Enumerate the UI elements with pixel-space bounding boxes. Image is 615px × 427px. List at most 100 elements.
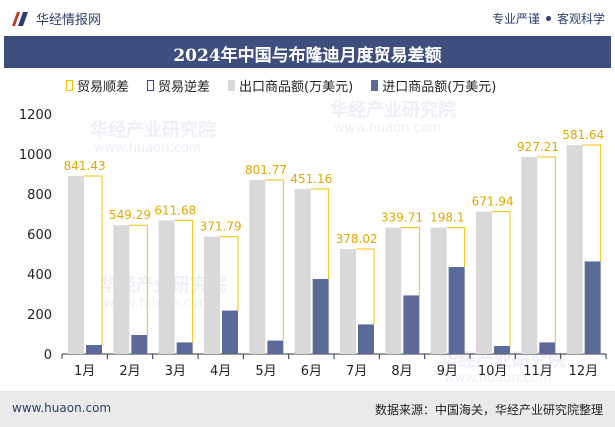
balance-data-label: 581.64 bbox=[562, 128, 604, 142]
x-tick-label: 1月 bbox=[74, 364, 95, 379]
legend-swatch-import bbox=[371, 80, 379, 91]
y-tick-label: 800 bbox=[27, 188, 52, 203]
export-bar bbox=[566, 145, 583, 354]
balance-bracket bbox=[265, 179, 284, 341]
balance-bracket bbox=[84, 175, 103, 345]
import-bar bbox=[131, 335, 148, 354]
export-bar bbox=[476, 211, 492, 354]
balance-bracket bbox=[537, 156, 556, 343]
footer-source: 数据来源：中国海关，华经产业研究院整理 bbox=[374, 403, 603, 417]
balance-data-label: 378.02 bbox=[336, 232, 378, 246]
export-bar bbox=[68, 176, 84, 354]
export-bar bbox=[204, 236, 220, 354]
import-bar bbox=[584, 261, 601, 354]
x-tick-label: 8月 bbox=[391, 364, 412, 379]
watermark-url: www.huaon.com bbox=[104, 296, 211, 311]
x-tick-label: 3月 bbox=[165, 364, 186, 379]
legend-label-surplus: 贸易顺差 bbox=[77, 80, 130, 95]
balance-data-label: 927.21 bbox=[517, 140, 559, 154]
x-tick-label: 10月 bbox=[478, 364, 508, 379]
tagline-left: 专业严谨 bbox=[491, 12, 540, 26]
balance-bracket bbox=[220, 236, 239, 311]
export-bar bbox=[113, 225, 130, 354]
x-tick-label: 9月 bbox=[437, 364, 458, 379]
legend-swatch-surplus bbox=[66, 80, 73, 91]
import-bar bbox=[494, 346, 510, 354]
legend-item-import: 进口商品额(万美元) bbox=[371, 76, 496, 95]
x-tick-label: 12月 bbox=[569, 364, 599, 379]
huajing-logo-icon bbox=[12, 11, 28, 26]
legend-label-deficit: 贸易逆差 bbox=[158, 80, 211, 95]
balance-bracket bbox=[401, 227, 420, 296]
balance-data-label: 451.16 bbox=[290, 172, 332, 186]
legend-swatch-export bbox=[228, 80, 236, 91]
balance-data-label: 611.68 bbox=[154, 203, 196, 217]
import-bar bbox=[267, 340, 284, 354]
separator-dot-icon bbox=[545, 16, 551, 21]
legend-item-export: 出口商品额(万美元) bbox=[228, 76, 353, 95]
export-bar bbox=[521, 157, 538, 354]
balance-data-label: 801.77 bbox=[245, 163, 287, 177]
export-bar bbox=[340, 249, 356, 354]
watermark-url: www.huaon.com bbox=[334, 121, 441, 136]
y-tick-label: 400 bbox=[27, 268, 52, 283]
y-tick-label: 1200 bbox=[19, 108, 52, 123]
legend: 贸易顺差 贸易逆差 出口商品额(万美元) 进口商品额(万美元) bbox=[66, 76, 496, 95]
balance-bracket bbox=[174, 219, 194, 343]
balance-data-label: 339.71 bbox=[381, 211, 423, 225]
x-tick-label: 4月 bbox=[210, 364, 231, 379]
bars bbox=[68, 144, 602, 354]
y-tick-label: 200 bbox=[27, 308, 52, 323]
x-tick-label: 2月 bbox=[119, 364, 140, 379]
tagline: 专业严谨 客观科学 bbox=[492, 10, 605, 27]
import-bar bbox=[312, 279, 329, 354]
balance-data-label: 671.94 bbox=[472, 195, 514, 209]
legend-label-import: 进口商品额(万美元) bbox=[382, 80, 497, 95]
x-tick-label: 5月 bbox=[255, 364, 276, 379]
x-tick-label: 11月 bbox=[523, 364, 553, 379]
import-bar bbox=[358, 324, 374, 354]
footer-website: www.huaon.com bbox=[12, 401, 112, 415]
x-tick-label: 6月 bbox=[301, 364, 322, 379]
import-bar bbox=[222, 310, 238, 354]
axes: 0 200 400 600 800 1000 1200 1月 2月 3月 4月 5月 6月 7月 8月 9月 1… bbox=[19, 108, 607, 379]
brand: 华经情报网 bbox=[10, 9, 101, 28]
watermark-url: www.huaon.com bbox=[444, 371, 551, 386]
balance-data-label: 841.43 bbox=[64, 159, 106, 173]
export-bar bbox=[158, 220, 175, 354]
balance-data-label: 198.1 bbox=[430, 211, 464, 225]
y-tick-label: 600 bbox=[27, 228, 52, 243]
footer: www.huaon.com 数据来源：中国海关，华经产业研究院整理 bbox=[0, 391, 615, 427]
balance-bracket bbox=[310, 188, 330, 279]
legend-item-surplus: 贸易顺差 bbox=[66, 76, 129, 95]
import-bar bbox=[86, 345, 102, 354]
tagline-right: 客观科学 bbox=[556, 12, 605, 26]
watermark-text: 华经产业研究院 bbox=[330, 99, 456, 121]
export-bar bbox=[385, 227, 402, 354]
balance-bracket bbox=[129, 224, 148, 335]
legend-item-deficit: 贸易逆差 bbox=[147, 76, 210, 95]
import-bar bbox=[448, 267, 465, 354]
chart-plot: 华经产业研究院www.huaon.com华经产业研究院www.huaon.com… bbox=[19, 99, 607, 386]
export-bar bbox=[430, 227, 447, 354]
title-bar: 2024年中国与布隆迪月度贸易差额 bbox=[4, 36, 611, 68]
balance-bracket bbox=[446, 227, 466, 267]
watermark-url: www.huaon.com bbox=[94, 141, 201, 156]
export-bar bbox=[249, 180, 266, 354]
y-tick-label: 0 bbox=[44, 348, 52, 363]
balance-bracket bbox=[356, 248, 375, 325]
balance-data-label: 371.79 bbox=[200, 220, 242, 234]
watermark-text: 华经产业研究院 bbox=[90, 119, 216, 141]
y-tick-label: 1000 bbox=[19, 148, 52, 163]
chart-title: 2024年中国与布隆迪月度贸易差额 bbox=[173, 46, 442, 66]
x-tick-label: 7月 bbox=[346, 364, 367, 379]
export-bar bbox=[294, 189, 311, 354]
import-bar bbox=[403, 295, 420, 354]
legend-swatch-deficit bbox=[147, 80, 155, 91]
top-bar: 华经情报网 专业严谨 客观科学 bbox=[0, 0, 615, 36]
legend-label-export: 出口商品额(万美元) bbox=[239, 80, 354, 95]
import-bar bbox=[176, 342, 193, 354]
watermark-group: 华经产业研究院www.huaon.com华经产业研究院www.huaon.com… bbox=[90, 99, 566, 386]
brand-name: 华经情报网 bbox=[36, 13, 102, 28]
